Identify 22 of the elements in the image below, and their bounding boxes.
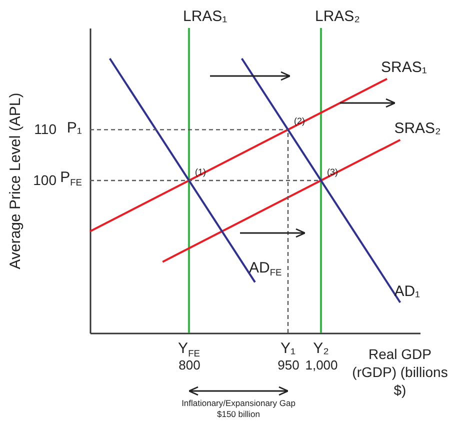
series-label: AD$_{FE}$: [249, 260, 282, 278]
y-tick-label: 100: [33, 172, 57, 188]
text: P$_{FE}$: [60, 168, 82, 188]
x-tick-label: 800: [178, 358, 200, 372]
text: P₁: [66, 119, 82, 136]
text: Inflationary/Expansionary Gap: [182, 398, 296, 408]
annotation: (1): [195, 166, 206, 176]
x-tick-label: 1,000: [305, 358, 338, 372]
annotation: (3): [327, 166, 338, 176]
text: $150 billion: [216, 409, 260, 419]
y-axis-title: Average Price Level (APL): [7, 92, 24, 270]
series-label: LRAS₂: [315, 8, 360, 25]
y-tick-label: 110: [34, 121, 57, 138]
series-label: LRAS₁: [183, 8, 228, 25]
text: Y$_{FE}$: [178, 340, 200, 359]
series-label: AD₁: [394, 282, 420, 300]
series-label: SRAS₂: [394, 120, 441, 137]
text: Y₁: [280, 340, 296, 357]
series-label: SRAS₁: [381, 58, 427, 76]
x-tick-label: 950: [278, 358, 300, 372]
x-axis-title: Real GDP (rGDP) (billions $): [351, 345, 449, 400]
text: Y₂: [313, 340, 329, 357]
